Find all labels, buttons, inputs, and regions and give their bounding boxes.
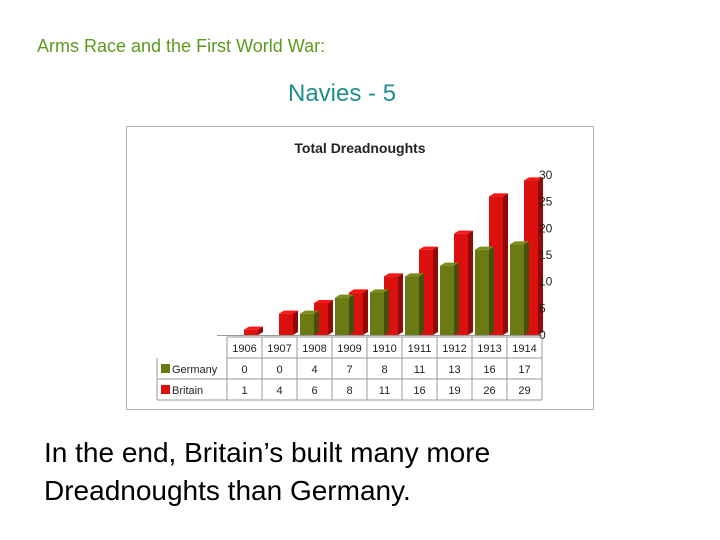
data-label: 0 (276, 364, 282, 376)
legend-label-germany: Germany (172, 364, 218, 376)
x-tick-label: 1907 (267, 343, 291, 355)
bar-front (405, 276, 419, 335)
body-line-2: Dreadnoughts than Germany. (44, 475, 411, 506)
y-tick-label: 5 (539, 301, 546, 315)
bar-britain-1906 (244, 326, 263, 335)
bar-top (440, 262, 459, 266)
slide-heading: Arms Race and the First World War: (37, 36, 326, 56)
chart-title: Total Dreadnoughts (294, 140, 425, 156)
data-table: 1906 1907 1908 1909 1910 1911 1912 1913 1914Germ… (156, 336, 543, 401)
bar-side (503, 193, 508, 335)
bar-germany-1910 (370, 289, 389, 335)
bar-top (419, 246, 438, 250)
data-label: 6 (311, 385, 317, 397)
bar-side (349, 294, 354, 335)
x-tick-label: 1914 (512, 343, 536, 355)
x-tick-label: 1910 (372, 343, 396, 355)
bar-top (454, 230, 473, 234)
bar-side (468, 230, 473, 335)
bar-front (475, 249, 489, 335)
bar-germany-1911 (405, 273, 424, 335)
bar-side (433, 246, 438, 335)
bar-front (370, 292, 384, 335)
bar-top (314, 300, 333, 303)
bar-top (524, 177, 543, 181)
bar-top (489, 193, 508, 197)
bar-side (314, 310, 319, 335)
data-label: 11 (414, 364, 425, 376)
chart-frame: Total Dreadnoughts 30 25 20 15 10 5 0 1906 1907… (126, 126, 594, 410)
bar-side (328, 300, 333, 335)
bar-side (363, 289, 368, 335)
x-tick-label: 1906 (232, 343, 256, 355)
bar-top (244, 326, 263, 330)
body-line-1: In the end, Britain’s built many more (44, 437, 491, 468)
slide-subheading: Navies - 5 (288, 80, 397, 107)
bar-front (279, 313, 293, 335)
bar-top (510, 241, 529, 245)
bar-side (524, 241, 529, 335)
bar-front (440, 265, 454, 335)
data-label: 26 (483, 385, 495, 397)
data-label: 13 (448, 364, 460, 376)
data-label: 17 (518, 364, 530, 376)
bar-side (454, 262, 459, 335)
bar-germany-1912 (440, 262, 459, 335)
bar-top (300, 310, 319, 314)
x-tick-label: 1908 (302, 343, 326, 355)
bar-germany-1913 (475, 246, 494, 335)
bar-side (419, 273, 424, 335)
y-tick-label: 10 (539, 275, 553, 289)
data-label: 16 (413, 385, 425, 397)
x-tick-label: 1913 (477, 343, 501, 355)
slide-body: In the end, Britain’s built many more Dr… (44, 434, 684, 510)
data-label: 19 (448, 385, 460, 397)
data-label: 8 (381, 364, 387, 376)
bar-side (489, 246, 494, 335)
bar-top (279, 310, 298, 314)
bars-group (217, 177, 543, 336)
data-label: 7 (346, 364, 352, 376)
bar-side (384, 289, 389, 335)
bar-top (370, 289, 389, 293)
bar-front (510, 244, 524, 335)
y-tick-label: 15 (539, 248, 553, 262)
bar-side (538, 177, 543, 335)
bar-side (398, 273, 403, 335)
bar-front (335, 297, 349, 335)
y-tick-label: 0 (539, 328, 546, 342)
bar-top (475, 246, 494, 250)
bar-front (300, 313, 314, 335)
bar-top (405, 273, 424, 277)
y-axis: 30 25 20 15 10 5 0 (539, 168, 553, 342)
bar-front (244, 329, 258, 335)
legend-swatch-britain (161, 385, 170, 394)
legend-label-britain: Britain (172, 385, 203, 397)
data-label: 8 (346, 385, 352, 397)
bar-top (384, 273, 403, 277)
y-tick-label: 30 (539, 168, 553, 182)
y-tick-label: 25 (539, 195, 553, 209)
data-label: 4 (311, 364, 317, 376)
data-label: 0 (241, 364, 247, 376)
x-tick-label: 1911 (408, 343, 432, 355)
data-label: 16 (483, 364, 495, 376)
y-tick-label: 20 (539, 221, 553, 235)
bar-germany-1908 (300, 310, 319, 335)
data-label: 11 (379, 385, 390, 397)
bar-side (258, 326, 263, 335)
data-label: 4 (276, 385, 282, 397)
bar-top (349, 289, 368, 293)
bar-britain-1907 (279, 310, 298, 335)
legend-swatch-germany (161, 364, 170, 373)
data-label: 29 (518, 385, 530, 397)
bar-germany-1914 (510, 241, 529, 335)
bar-side (293, 310, 298, 335)
data-label: 1 (241, 385, 247, 397)
bar-top (335, 294, 354, 298)
bar-germany-1909 (335, 294, 354, 335)
x-tick-label: 1909 (337, 343, 361, 355)
x-tick-label: 1912 (442, 343, 466, 355)
